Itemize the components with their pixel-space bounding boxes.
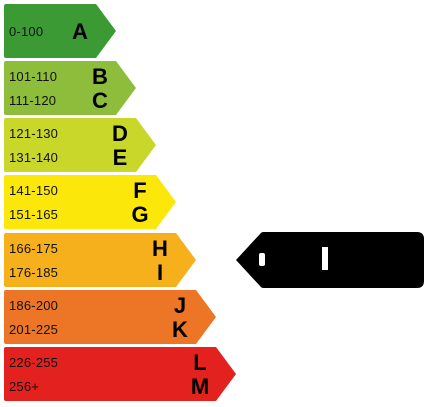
band-range-label: 101-110	[9, 69, 58, 84]
band-arrow-shape	[4, 347, 236, 401]
band-letter: J	[173, 293, 187, 318]
rating-band-fg: 141-150 151-165 F G	[4, 175, 176, 229]
indicator-mark-2	[322, 247, 328, 270]
band-range-label: 201-225	[9, 322, 59, 337]
band-arrow-shape	[4, 118, 156, 172]
band-letter: I	[156, 260, 164, 285]
rating-band-de: 121-130 131-140 D E	[4, 118, 156, 172]
rating-band-jk: 186-200 201-225 J K	[4, 290, 216, 344]
band-arrow-shape	[4, 175, 176, 229]
band-letter: E	[112, 145, 128, 170]
band-range-label: 226-255	[9, 355, 59, 370]
band-arrow-shape	[4, 4, 116, 58]
band-letter: L	[193, 350, 207, 375]
band-letter: C	[92, 88, 108, 113]
band-range-label: 131-140	[9, 150, 59, 165]
band-letter: G	[131, 202, 149, 227]
band-range-label: 151-165	[9, 207, 59, 222]
band-letter: F	[133, 178, 147, 203]
band-range-label: 111-120	[9, 93, 57, 108]
rating-indicator-arrow	[236, 232, 424, 288]
band-letter: D	[112, 121, 128, 146]
band-range-label: 256+	[9, 379, 40, 394]
band-arrow-shape	[4, 233, 196, 287]
band-letter: M	[190, 374, 210, 399]
indicator-arrow-shape	[236, 232, 424, 288]
band-letter: H	[152, 236, 168, 261]
band-range-label: 176-185	[9, 265, 59, 280]
band-range-label: 166-175	[9, 241, 59, 256]
band-range-label: 141-150	[9, 183, 59, 198]
band-range-label: 0-100	[9, 24, 44, 39]
rating-band-a: 0-100 A	[4, 4, 116, 58]
band-arrow-shape	[4, 290, 216, 344]
band-letter: A	[72, 19, 88, 44]
band-arrow-shape	[4, 61, 136, 115]
rating-band-lm: 226-255 256+ L M	[4, 347, 236, 401]
band-letter: K	[172, 317, 188, 342]
rating-band-hi: 166-175 176-185 H I	[4, 233, 196, 287]
rating-band-bc: 101-110 111-120 B C	[4, 61, 136, 115]
indicator-mark-1	[259, 253, 265, 266]
band-range-label: 186-200	[9, 298, 59, 313]
band-letter: B	[92, 64, 108, 89]
band-range-label: 121-130	[9, 126, 59, 141]
